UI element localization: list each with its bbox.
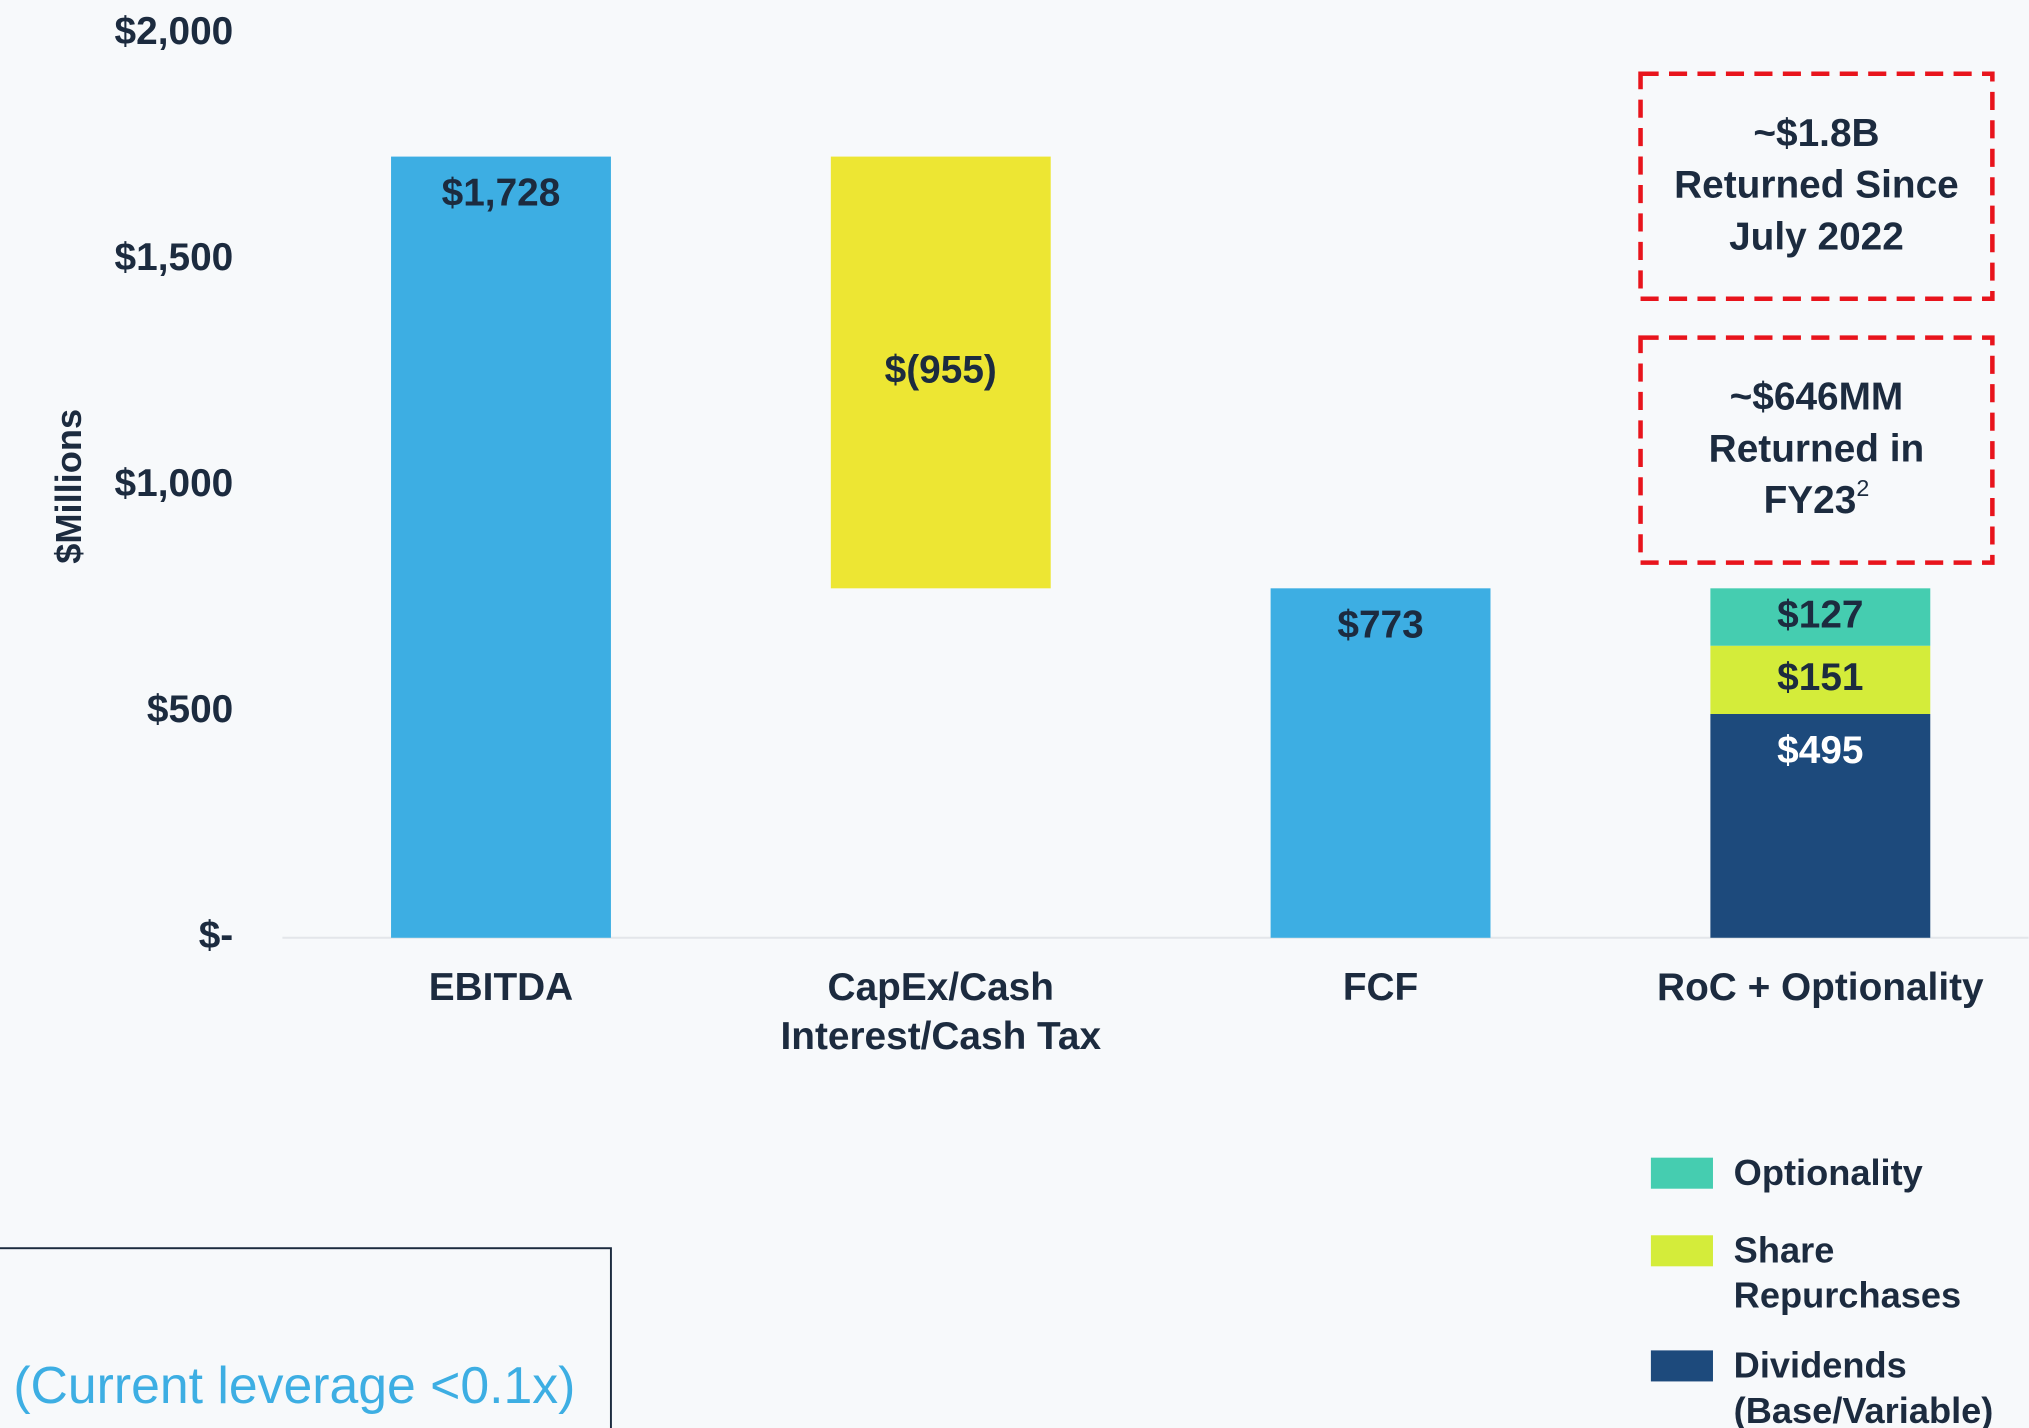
annotation-text: Returned in — [1709, 428, 1925, 471]
annotation-box — [1638, 71, 1995, 302]
annotation-text: July 2022 — [1729, 216, 1904, 259]
legend-label: Optionality — [1733, 1152, 1923, 1193]
x-tick-label: Interest/Cash Tax — [780, 1015, 1101, 1058]
value-label: $151 — [1777, 656, 1863, 699]
x-tick-label: EBITDA — [429, 966, 573, 1009]
legend-label: Share Repurchases — [1733, 1230, 1962, 1316]
bar-segment — [1710, 713, 1931, 938]
annotation-box — [1638, 335, 1995, 565]
y-tick-label: $1,500 — [115, 236, 234, 279]
annotation-superscript: 2 — [1856, 475, 1869, 501]
bar — [830, 156, 1051, 589]
value-label: $495 — [1777, 729, 1863, 772]
legend-swatch — [1650, 1350, 1713, 1382]
bar — [1270, 588, 1491, 938]
note-box — [0, 1247, 612, 1428]
annotation-line: Returned in — [1709, 428, 1925, 471]
legend-item: Optionality — [1733, 1152, 1923, 1193]
x-tick-label: CapEx/Cash — [828, 966, 1054, 1009]
y-tick-label: $1,000 — [115, 462, 234, 505]
legend-item: Share Repurchases — [1733, 1230, 1962, 1316]
annotation-text: ~$1.8B — [1753, 112, 1879, 155]
y-axis-label: $Millions — [48, 409, 89, 564]
legend-swatch — [1650, 1235, 1713, 1267]
value-label: $1,728 — [442, 172, 561, 215]
legend-item: Dividends (Base/Variable) — [1733, 1345, 1994, 1428]
annotation-line: Returned Since — [1674, 164, 1959, 207]
annotation-text: ~$646MM — [1730, 376, 1904, 419]
annotation-text: Returned Since — [1674, 164, 1959, 207]
annotation-text: FY232 — [1764, 475, 1870, 522]
value-label: $773 — [1337, 603, 1423, 646]
x-tick-label: FCF — [1343, 966, 1418, 1009]
x-tick-label: RoC + Optionality — [1657, 966, 1984, 1009]
note: (Current leverage <0.1x) — [13, 1356, 575, 1414]
annotation-line: FY23 — [1764, 479, 1857, 522]
annotation-line: ~$646MM — [1730, 376, 1904, 419]
annotation-line: ~$1.8B — [1753, 112, 1879, 155]
bar-segment — [1710, 588, 1931, 646]
bar — [391, 156, 611, 938]
annotation-line: July 2022 — [1729, 216, 1904, 259]
y-tick-label: $- — [199, 914, 234, 957]
y-tick-label: $500 — [147, 688, 233, 731]
value-label: $127 — [1777, 593, 1863, 636]
y-tick-label: $2,000 — [115, 10, 234, 53]
legend-label: Dividends (Base/Variable) — [1733, 1345, 1994, 1428]
bar-segment — [1710, 645, 1931, 714]
value-label: $(955) — [885, 349, 997, 392]
legend-swatch — [1650, 1157, 1713, 1189]
